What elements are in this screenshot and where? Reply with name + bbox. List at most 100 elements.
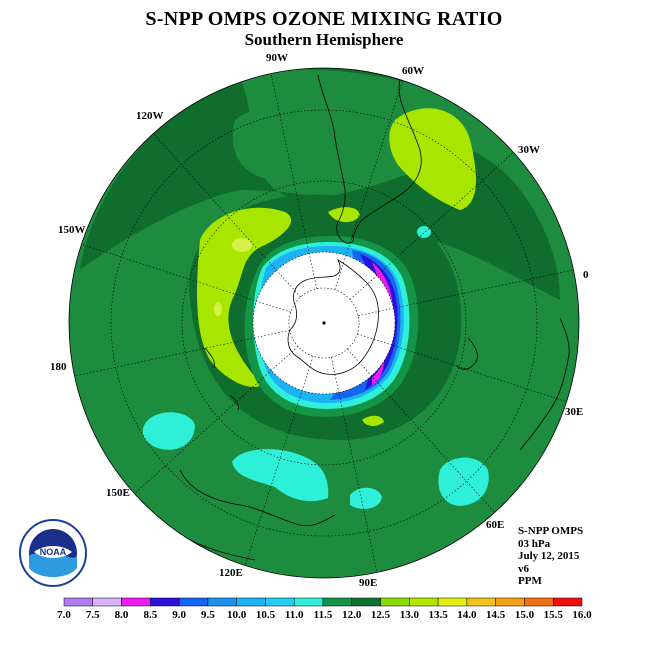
meridians bbox=[74, 73, 574, 573]
colorbar-tick-label: 8.0 bbox=[115, 609, 129, 621]
lon-label-150e: 150E bbox=[106, 487, 130, 499]
colorbar-tick-label: 10.0 bbox=[227, 609, 247, 621]
colorbar-tick-label: 12.0 bbox=[342, 609, 362, 621]
parallel-70s bbox=[252, 251, 396, 395]
colorbar-tick-label: 15.5 bbox=[544, 609, 564, 621]
lightgreen-small-1 bbox=[328, 207, 360, 223]
lightgreen-small-2 bbox=[362, 415, 384, 426]
coast-island bbox=[229, 394, 239, 411]
colorbar-swatch bbox=[92, 597, 122, 607]
colorbar-swatch bbox=[552, 597, 583, 607]
colorbar-tick-label: 16.0 bbox=[572, 609, 592, 621]
lon-label-90e: 90E bbox=[359, 577, 377, 589]
lightgreen-crescent bbox=[197, 207, 292, 388]
info-units: PPM bbox=[518, 575, 542, 587]
meridian-line bbox=[349, 152, 514, 300]
colorbar-swatch bbox=[524, 597, 554, 607]
noaa-logo: NOAA bbox=[19, 519, 87, 587]
colorbar-swatch bbox=[380, 597, 410, 607]
colorbar-swatch bbox=[322, 597, 353, 607]
map-boundary bbox=[68, 67, 580, 579]
lon-label-90w: 90W bbox=[266, 52, 288, 64]
lon-label-120e: 120E bbox=[219, 567, 243, 579]
meridian-line bbox=[270, 73, 318, 289]
info-date: July 12, 2015 bbox=[518, 550, 580, 562]
cyan-patch-west bbox=[142, 412, 195, 450]
coast-australia bbox=[179, 469, 336, 527]
map-subtitle: Southern Hemisphere bbox=[244, 30, 404, 49]
coast-madagascar bbox=[455, 337, 478, 370]
parallel-40s bbox=[181, 180, 467, 466]
colorbar-tick-label: 9.5 bbox=[201, 609, 215, 621]
colorbar-tick-label: 9.0 bbox=[172, 609, 186, 621]
colorbar-swatch bbox=[265, 597, 295, 607]
colorbar-tick-label: 11.5 bbox=[314, 609, 333, 621]
colorbar-tick-label: 14.0 bbox=[457, 609, 477, 621]
lon-label-60e: 60E bbox=[486, 519, 504, 531]
vortex-magenta-2 bbox=[372, 360, 384, 386]
colorbar-tick-label: 15.0 bbox=[515, 609, 535, 621]
cyan-patch-southeast bbox=[438, 457, 489, 506]
graticule bbox=[74, 73, 574, 573]
meridian-line bbox=[244, 356, 314, 566]
colorbar-tick-label: 7.0 bbox=[57, 609, 71, 621]
colorbar-tick-label: 12.5 bbox=[371, 609, 391, 621]
lon-label-0: 0 bbox=[583, 269, 589, 281]
ozone-field bbox=[69, 68, 579, 578]
meridian-line bbox=[81, 243, 291, 313]
info-block: S-NPP OMPS 03 hPa July 12, 2015 v6 PPM bbox=[518, 525, 583, 588]
colorbar-swatch bbox=[236, 597, 266, 607]
logo-wave bbox=[29, 553, 77, 577]
colorbar-tick-label: 13.0 bbox=[400, 609, 420, 621]
colorbar-swatch bbox=[207, 597, 237, 607]
info-level: 03 hPa bbox=[518, 537, 551, 550]
colorbar-swatch bbox=[150, 597, 180, 607]
green-patch-1 bbox=[232, 108, 329, 181]
meridian-line bbox=[74, 329, 290, 377]
lon-label-120w: 120W bbox=[136, 110, 164, 122]
colorbar-swatch bbox=[121, 597, 151, 607]
logo-gull bbox=[34, 546, 72, 558]
colorbar-tick-label: 10.5 bbox=[256, 609, 276, 621]
dark-band-north bbox=[80, 78, 560, 300]
colorbar-tick-label: 7.5 bbox=[86, 609, 100, 621]
cyan-patch-south-small bbox=[350, 487, 382, 509]
map-title: S-NPP OMPS OZONE MIXING RATIO bbox=[145, 8, 503, 30]
colorbar-swatch bbox=[437, 597, 468, 607]
cyan-spot-ne bbox=[417, 226, 431, 238]
parallel-80s bbox=[288, 287, 360, 359]
info-version: v6 bbox=[518, 562, 529, 575]
lon-label-30e: 30E bbox=[565, 406, 583, 418]
colorbar-swatch bbox=[293, 597, 324, 607]
lon-label-180: 180 bbox=[50, 361, 67, 373]
lightgreen-patch-nne bbox=[389, 108, 476, 210]
meridian-line bbox=[357, 333, 567, 403]
colorbar-tick-label: 14.5 bbox=[486, 609, 506, 621]
cyan-patch-south bbox=[232, 449, 329, 502]
colorbar: 7.0 7.5 8.0 8.5 9.0 9.5 10.0 10.5 11.0 11.5 12.0 12… bbox=[57, 597, 592, 621]
coast-africa bbox=[519, 317, 570, 451]
parallel-10s bbox=[110, 109, 538, 537]
yellowgreen-spot-1 bbox=[232, 238, 252, 252]
meridian-line bbox=[330, 357, 378, 573]
meridian-line bbox=[358, 269, 574, 317]
meridian-line bbox=[334, 80, 404, 290]
colorbar-swatch bbox=[409, 597, 439, 607]
lon-label-60w: 60W bbox=[402, 65, 424, 77]
meridian-line bbox=[153, 133, 301, 298]
lon-label-30w: 30W bbox=[518, 144, 540, 156]
coast-south-america-east bbox=[351, 79, 422, 239]
meridian-line bbox=[347, 348, 495, 513]
logo-text: NOAA bbox=[40, 547, 67, 557]
colorbar-tick-label: 11.0 bbox=[285, 609, 304, 621]
lon-label-150w: 150W bbox=[58, 224, 86, 236]
coast-nz bbox=[204, 347, 215, 369]
meridian-line bbox=[134, 346, 299, 494]
info-product: S-NPP OMPS bbox=[518, 525, 584, 537]
green-patch-2 bbox=[250, 74, 290, 100]
colorbar-swatch bbox=[466, 597, 496, 607]
colorbar-swatch bbox=[178, 597, 209, 607]
colorbar-swatch bbox=[495, 597, 525, 607]
colorbar-swatch bbox=[351, 597, 381, 607]
